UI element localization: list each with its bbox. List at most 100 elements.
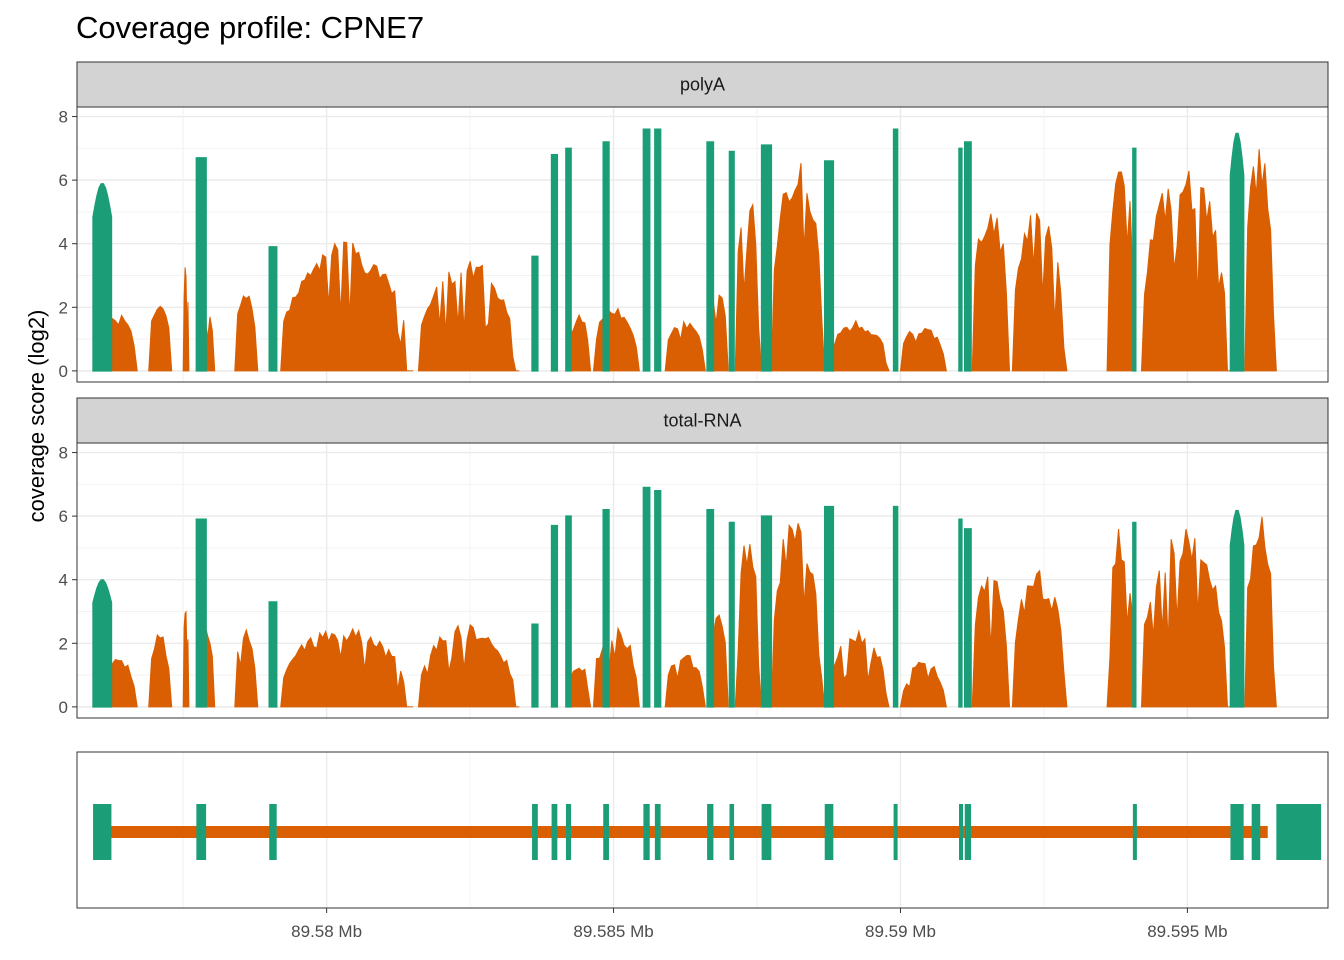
y-tick-label: 0 <box>59 362 68 381</box>
intron-coverage-area <box>899 661 947 708</box>
x-axis: 89.58 Mb 89.585 Mb 89.59 Mb 89.595 Mb <box>291 908 1228 941</box>
gene-exon-block <box>603 804 609 860</box>
intron-coverage-area <box>971 576 1011 708</box>
intron-coverage-area <box>234 295 259 372</box>
y-axis-label: coverage score (log2) <box>24 310 49 523</box>
panel-border <box>76 442 1329 719</box>
intron-coverage-area <box>148 633 173 708</box>
intron-coverage-area <box>1140 170 1231 372</box>
gene-exon-block <box>959 804 964 860</box>
gene-exon-block <box>93 804 112 860</box>
exon-coverage-bar <box>550 524 559 708</box>
exon-coverage-bar <box>565 147 572 372</box>
y-tick-label: 4 <box>59 571 68 590</box>
intron-coverage-area <box>664 320 706 372</box>
y-tick-label: 6 <box>59 507 68 526</box>
gene-exon-block <box>1230 804 1244 860</box>
exon-coverage-bar <box>642 486 651 708</box>
exon-coverage-bar <box>728 521 735 708</box>
facet-strip-label: polyA <box>680 75 725 95</box>
intron-coverage-area <box>280 627 413 708</box>
y-tick-label: 6 <box>59 171 68 190</box>
exon-coverage-bar <box>1132 147 1137 372</box>
y-tick-label: 2 <box>59 634 68 653</box>
intron-coverage-area <box>234 628 259 708</box>
intron-coverage-area <box>280 241 414 372</box>
gene-exon-block <box>1276 804 1322 860</box>
intron-coverage-area <box>828 629 890 708</box>
intron-coverage-area <box>828 319 890 372</box>
gene-exon-block <box>1251 804 1261 860</box>
exon-coverage-bar <box>728 150 735 372</box>
exon-coverage-bar <box>964 141 972 372</box>
gene-exon-block <box>196 804 207 860</box>
gene-exon-block <box>643 804 650 860</box>
gene-exon-block <box>532 804 538 860</box>
facet-strip <box>76 61 1329 108</box>
y-tick-label: 2 <box>59 298 68 317</box>
intron-coverage-area <box>1140 528 1231 708</box>
exon-coverage-bar <box>550 153 559 372</box>
intron-coverage-area <box>1011 569 1068 708</box>
intron-coverage-area <box>182 610 190 708</box>
exon-coverage-bar <box>268 601 278 708</box>
y-tick-label: 8 <box>59 108 68 127</box>
gene-exon-block <box>1132 804 1137 860</box>
intron-coverage-area <box>417 623 519 708</box>
intron-coverage-area <box>899 327 947 372</box>
exon-coverage-bar <box>823 505 835 708</box>
exon-coverage-bar <box>268 246 278 372</box>
exon-coverage-bar <box>654 128 662 372</box>
intron-coverage-area <box>1244 149 1277 372</box>
page-title: Coverage profile: CPNE7 <box>76 10 425 45</box>
exon-coverage-bar <box>92 183 113 372</box>
exon-coverage-bar <box>823 160 835 372</box>
intron-coverage-area <box>182 267 190 372</box>
exon-coverage-bar <box>706 141 715 372</box>
exon-coverage-bar <box>1229 132 1245 372</box>
exon-coverage-bar <box>531 623 539 708</box>
intron-coverage-area <box>664 655 706 708</box>
exon-coverage-bar <box>195 518 207 708</box>
intron-coverage-area <box>770 523 826 708</box>
gene-exon-block <box>707 804 714 860</box>
facet-strip-label: total-RNA <box>663 411 741 431</box>
gene-exon-block <box>893 804 898 860</box>
gene-exon-block <box>654 804 661 860</box>
y-tick-label: 0 <box>59 698 68 717</box>
exon-coverage-bar <box>892 128 899 372</box>
intron-coverage-area <box>1244 516 1277 708</box>
exon-coverage-bar <box>958 147 963 372</box>
intron-coverage-area <box>1011 213 1068 372</box>
x-tick-label: 89.58 Mb <box>291 922 362 941</box>
intron-coverage-area <box>567 313 592 372</box>
exon-coverage-bar <box>1132 521 1137 708</box>
x-tick-label: 89.585 Mb <box>573 922 653 941</box>
gene-exon-block <box>964 804 972 860</box>
exon-coverage-bar <box>958 518 963 708</box>
intron-coverage-area <box>971 213 1011 372</box>
exon-coverage-bar <box>92 579 113 708</box>
gene-panel-border <box>76 751 1329 909</box>
exon-coverage-bar <box>706 509 715 708</box>
exon-coverage-bar <box>760 515 773 708</box>
exon-coverage-bar <box>642 128 651 372</box>
exon-coverage-bar <box>760 144 773 372</box>
exon-coverage-bar <box>964 528 972 708</box>
facet-polyA: polyA 0 2 4 6 8 <box>59 61 1329 383</box>
intron-coverage-area <box>567 667 592 708</box>
intron-coverage-area <box>417 261 519 372</box>
panel-border <box>76 106 1329 383</box>
exon-coverage-bar <box>654 489 662 708</box>
exon-coverage-bar <box>1229 509 1245 708</box>
gene-exon-block <box>551 804 558 860</box>
gene-exon-block <box>729 804 735 860</box>
gene-exon-block <box>269 804 277 860</box>
gene-exon-block <box>824 804 834 860</box>
exon-coverage-bar <box>602 509 610 708</box>
intron-coverage-area <box>770 162 826 372</box>
exon-coverage-bar <box>195 157 207 372</box>
y-tick-label: 4 <box>59 235 68 254</box>
gene-exon-block <box>565 804 572 860</box>
